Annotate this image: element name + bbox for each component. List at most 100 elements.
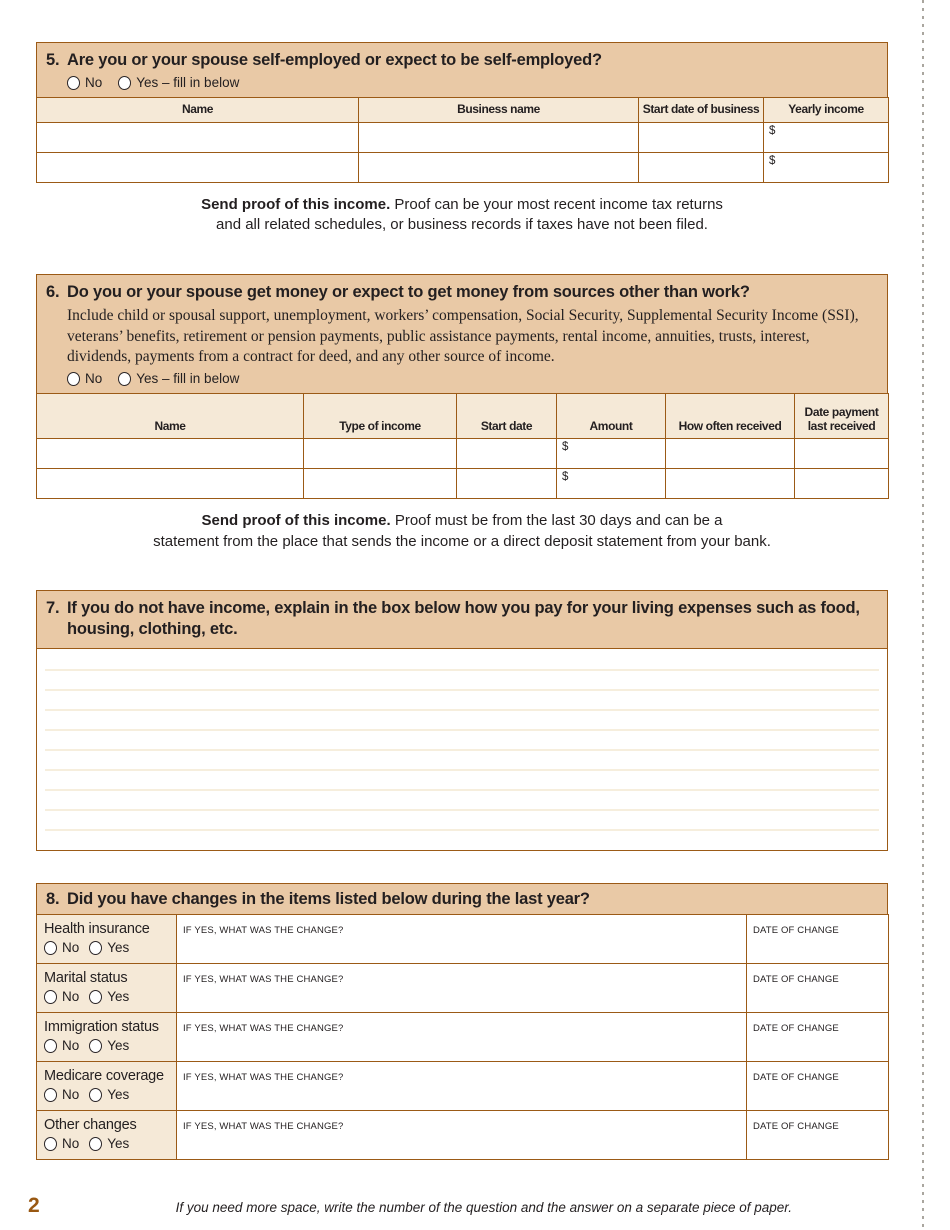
change-prompt-label: IF YES, WHAT WAS THE CHANGE?: [183, 1023, 344, 1035]
change-prompt-label: IF YES, WHAT WAS THE CHANGE?: [183, 1072, 344, 1084]
q6-row2-howoften-cell[interactable]: [665, 467, 795, 499]
q8-health-no-radio[interactable]: [44, 940, 57, 955]
q8-health-radio-group: No Yes: [44, 940, 172, 955]
q8-marital-change-cell[interactable]: IF YES, WHAT WAS THE CHANGE?: [176, 963, 747, 1014]
q6-proof-bold: Send proof of this income.: [201, 511, 391, 529]
q8-row-label: Immigration status: [44, 1019, 159, 1036]
q5-no-radio[interactable]: [67, 75, 80, 90]
question-7-header-band: 7. If you do not have income, explain in…: [36, 590, 888, 649]
q8-marital-yes-radio[interactable]: [89, 989, 103, 1004]
q6-proof-note: Send proof of this income. Proof must be…: [36, 511, 888, 552]
q8-marital-date-cell[interactable]: DATE OF CHANGE: [746, 963, 889, 1014]
q6-row2-startdate-cell[interactable]: [456, 467, 557, 499]
perforation-dotted-line: [922, 0, 924, 1230]
question-8-header-band: 8. Did you have changes in the items lis…: [36, 882, 888, 916]
q8-row-medicare-coverage: Medicare coverage No Yes IF YES, WHAT WA…: [36, 1061, 889, 1112]
radio-label-yes: Yes: [107, 1136, 130, 1152]
q8-other-change-cell[interactable]: IF YES, WHAT WAS THE CHANGE?: [176, 1110, 747, 1161]
q8-marital-no-radio[interactable]: [44, 989, 57, 1004]
q8-medicare-change-cell[interactable]: IF YES, WHAT WAS THE CHANGE?: [176, 1061, 747, 1112]
question-8-title: 8. Did you have changes in the items lis…: [46, 889, 877, 910]
q5-row1-business-cell[interactable]: [358, 121, 639, 153]
q8-health-change-cell[interactable]: IF YES, WHAT WAS THE CHANGE?: [176, 914, 747, 965]
question-6-title: 6. Do you or your spouse get money or ex…: [46, 282, 877, 303]
q6-row1-startdate-cell[interactable]: [456, 437, 557, 469]
radio-label-yes: Yes: [107, 989, 130, 1005]
q5-proof-line1: Proof can be your most recent income tax…: [394, 195, 723, 213]
radio-label-no: No: [62, 1136, 80, 1152]
q6-col-how-often: How often received: [665, 392, 795, 439]
q5-header-row: Name Business name Start date of busines…: [36, 96, 889, 123]
q8-medicare-label-cell: Medicare coverage No Yes: [36, 1061, 177, 1112]
q8-medicare-date-cell[interactable]: DATE OF CHANGE: [746, 1061, 889, 1112]
q8-medicare-yes-radio[interactable]: [89, 1087, 103, 1102]
q8-other-radio-group: No Yes: [44, 1136, 172, 1151]
question-number: 5.: [46, 51, 60, 69]
radio-label-no: No: [62, 989, 80, 1005]
q5-row2-name-cell[interactable]: [36, 151, 359, 183]
question-5-radio-group: No Yes – fill in below: [67, 75, 877, 90]
question-8-section: 8. Did you have changes in the items lis…: [36, 882, 889, 1161]
q8-row-marital-status: Marital status No Yes IF YES, WHAT WAS T…: [36, 963, 889, 1014]
question-text: Are you or your spouse self-employed or …: [67, 51, 602, 69]
q5-row2-startdate-cell[interactable]: [638, 151, 764, 183]
date-of-change-label: DATE OF CHANGE: [753, 925, 839, 937]
q5-row1-income-cell[interactable]: $: [763, 121, 889, 153]
q6-col-type-of-income: Type of income: [303, 392, 457, 439]
q6-row1-name-cell[interactable]: [36, 437, 304, 469]
q5-proof-note: Send proof of this income. Proof can be …: [36, 195, 888, 236]
radio-label-no: No: [62, 1087, 80, 1103]
q8-other-no-radio[interactable]: [44, 1136, 57, 1151]
q5-row1-startdate-cell[interactable]: [638, 121, 764, 153]
q6-row2-datelast-cell[interactable]: [794, 467, 889, 499]
q6-header-row: Name Type of income Start date Amount Ho…: [36, 392, 889, 439]
q7-explanation-box[interactable]: [36, 648, 888, 851]
q8-row-immigration-status: Immigration status No Yes IF YES, WHAT W…: [36, 1012, 889, 1063]
q5-row2-business-cell[interactable]: [358, 151, 639, 183]
dollar-sign: $: [769, 124, 776, 137]
page-footer: 2 If you need more space, write the numb…: [0, 1194, 950, 1218]
question-7-title: 7. If you do not have income, explain in…: [46, 598, 877, 640]
ruled-lines: [45, 650, 879, 849]
q8-row-other-changes: Other changes No Yes IF YES, WHAT WAS TH…: [36, 1110, 889, 1161]
question-6-description: Include child or spousal support, unempl…: [67, 307, 859, 365]
form-content: 5. Are you or your spouse self-employed …: [36, 0, 889, 1161]
q8-medicare-no-radio[interactable]: [44, 1087, 57, 1102]
q8-marital-radio-group: No Yes: [44, 989, 172, 1004]
q8-changes-table: Health insurance No Yes IF YES, WHAT WAS…: [36, 914, 889, 1161]
q6-row1-amount-cell[interactable]: $: [556, 437, 666, 469]
q8-immigration-change-cell[interactable]: IF YES, WHAT WAS THE CHANGE?: [176, 1012, 747, 1063]
q6-row1-datelast-cell[interactable]: [794, 437, 889, 469]
q6-row2-name-cell[interactable]: [36, 467, 304, 499]
q8-other-yes-radio[interactable]: [89, 1136, 103, 1151]
q5-row1-name-cell[interactable]: [36, 121, 359, 153]
q6-row2-type-cell[interactable]: [303, 467, 457, 499]
q6-proof-line2: statement from the place that sends the …: [153, 532, 771, 550]
q6-yes-radio[interactable]: [118, 371, 132, 386]
q8-immigration-date-cell[interactable]: DATE OF CHANGE: [746, 1012, 889, 1063]
q6-row2-amount-cell[interactable]: $: [556, 467, 666, 499]
q6-row1-type-cell[interactable]: [303, 437, 457, 469]
question-number: 6.: [46, 282, 60, 301]
q6-entry-row-2: $: [36, 467, 889, 499]
q8-health-date-cell[interactable]: DATE OF CHANGE: [746, 914, 889, 965]
q5-row2-income-cell[interactable]: $: [763, 151, 889, 183]
q6-row1-howoften-cell[interactable]: [665, 437, 795, 469]
question-5-header-band: 5. Are you or your spouse self-employed …: [36, 42, 888, 99]
q6-proof-line1: Proof must be from the last 30 days and …: [394, 511, 723, 529]
q6-no-radio[interactable]: [67, 371, 80, 386]
q5-yes-label: Yes – fill in below: [136, 75, 240, 91]
question-6-radio-group: No Yes – fill in below: [67, 371, 877, 386]
question-text: Do you or your spouse get money or expec…: [67, 282, 750, 301]
q8-immigration-no-radio[interactable]: [44, 1038, 57, 1053]
q5-yes-radio[interactable]: [118, 75, 132, 90]
q5-proof-line2: and all related schedules, or business r…: [216, 216, 708, 234]
q5-proof-bold: Send proof of this income.: [201, 195, 391, 213]
q8-other-date-cell[interactable]: DATE OF CHANGE: [746, 1110, 889, 1161]
q8-immigration-yes-radio[interactable]: [89, 1038, 103, 1053]
radio-label-yes: Yes: [107, 1038, 130, 1054]
q8-health-yes-radio[interactable]: [89, 940, 103, 955]
page-number: 2: [28, 1194, 40, 1218]
q8-immigration-label-cell: Immigration status No Yes: [36, 1012, 177, 1063]
